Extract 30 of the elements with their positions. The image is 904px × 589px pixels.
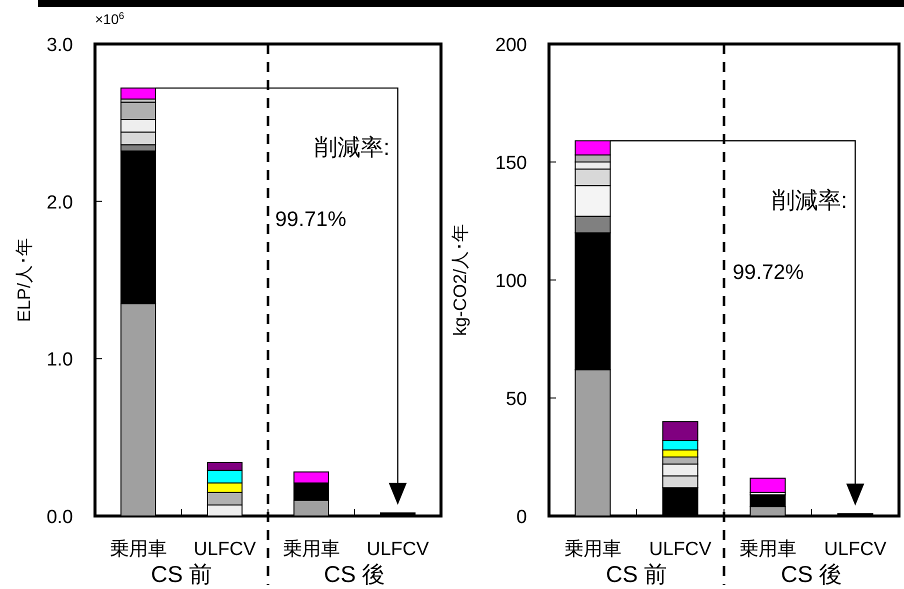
x-tick-label: 乗用車 [282, 539, 340, 560]
annotation: 削減率: [314, 134, 390, 160]
bar [750, 478, 786, 493]
y-tick-label: 150 [495, 153, 527, 174]
x-tick-label: 乗用車 [739, 539, 796, 560]
y-tick-label: 3.0 [46, 35, 73, 56]
bar [120, 88, 156, 100]
y-tick-label: 200 [495, 35, 527, 56]
text: CS 後 [324, 561, 386, 587]
annotation: 削減率: [772, 186, 848, 213]
x-tick-label: ULFCV [194, 539, 256, 560]
x-tick-label: ULFCV [824, 539, 887, 560]
y-axis-title: ELP/人･年 [14, 238, 34, 322]
y-tick-label: 1.0 [46, 350, 73, 371]
text: CS 前 [150, 561, 212, 587]
y-tick-label: 0.0 [46, 507, 73, 528]
text: ×10$^{6}$ [95, 10, 125, 27]
x-tick-label: 乗用車 [564, 539, 622, 560]
text: CS 後 [780, 561, 842, 587]
x-tick-label: ULFCV [649, 539, 712, 560]
y-axis-title: kg-CO2/人･年 [450, 224, 470, 336]
y-tick-label: 100 [495, 271, 527, 292]
annotation: 99.72% [732, 260, 804, 284]
x-tick-label: 乗用車 [110, 539, 167, 560]
y-tick-label: 50 [506, 389, 527, 410]
text: CS 前 [606, 561, 668, 587]
y-tick-label: 0 [516, 507, 527, 528]
annotation: 99.71% [275, 208, 346, 232]
x-tick-label: ULFCV [366, 539, 430, 560]
y-tick-label: 2.0 [46, 192, 73, 214]
